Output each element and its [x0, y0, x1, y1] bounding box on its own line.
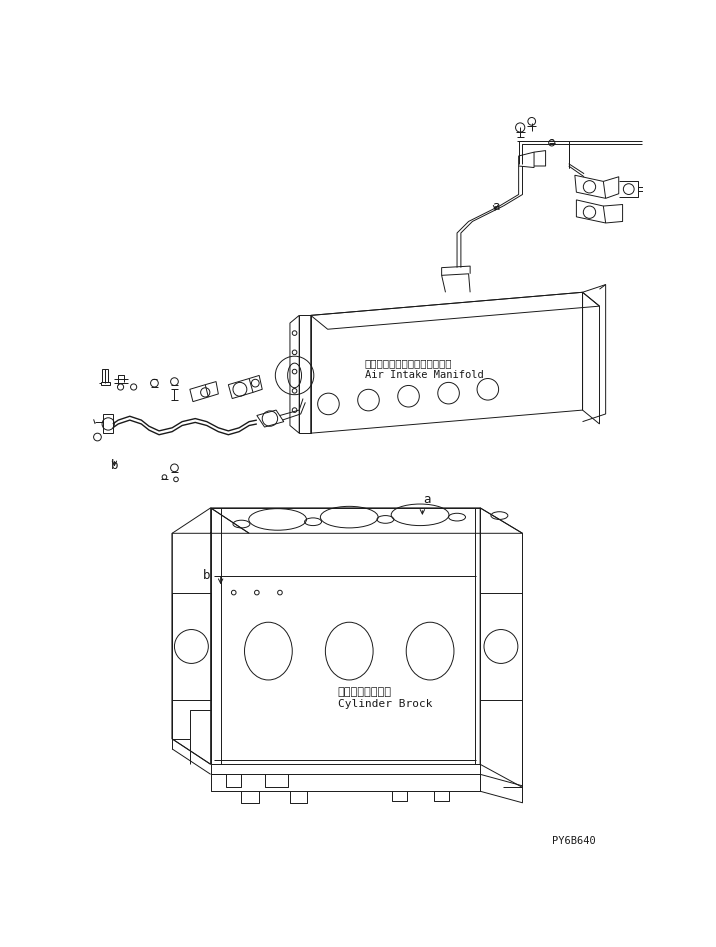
Text: a: a	[423, 493, 431, 507]
Text: PY6B640: PY6B640	[552, 836, 596, 846]
Text: Cylinder Brock: Cylinder Brock	[338, 699, 432, 709]
Text: シリンダブロック: シリンダブロック	[338, 688, 392, 697]
Text: b: b	[111, 458, 118, 472]
Text: エアーインテークマニホールド: エアーインテークマニホールド	[364, 359, 452, 368]
Text: Air Intake Manifold: Air Intake Manifold	[364, 370, 483, 380]
Text: b: b	[203, 569, 211, 582]
Text: a: a	[492, 200, 499, 213]
